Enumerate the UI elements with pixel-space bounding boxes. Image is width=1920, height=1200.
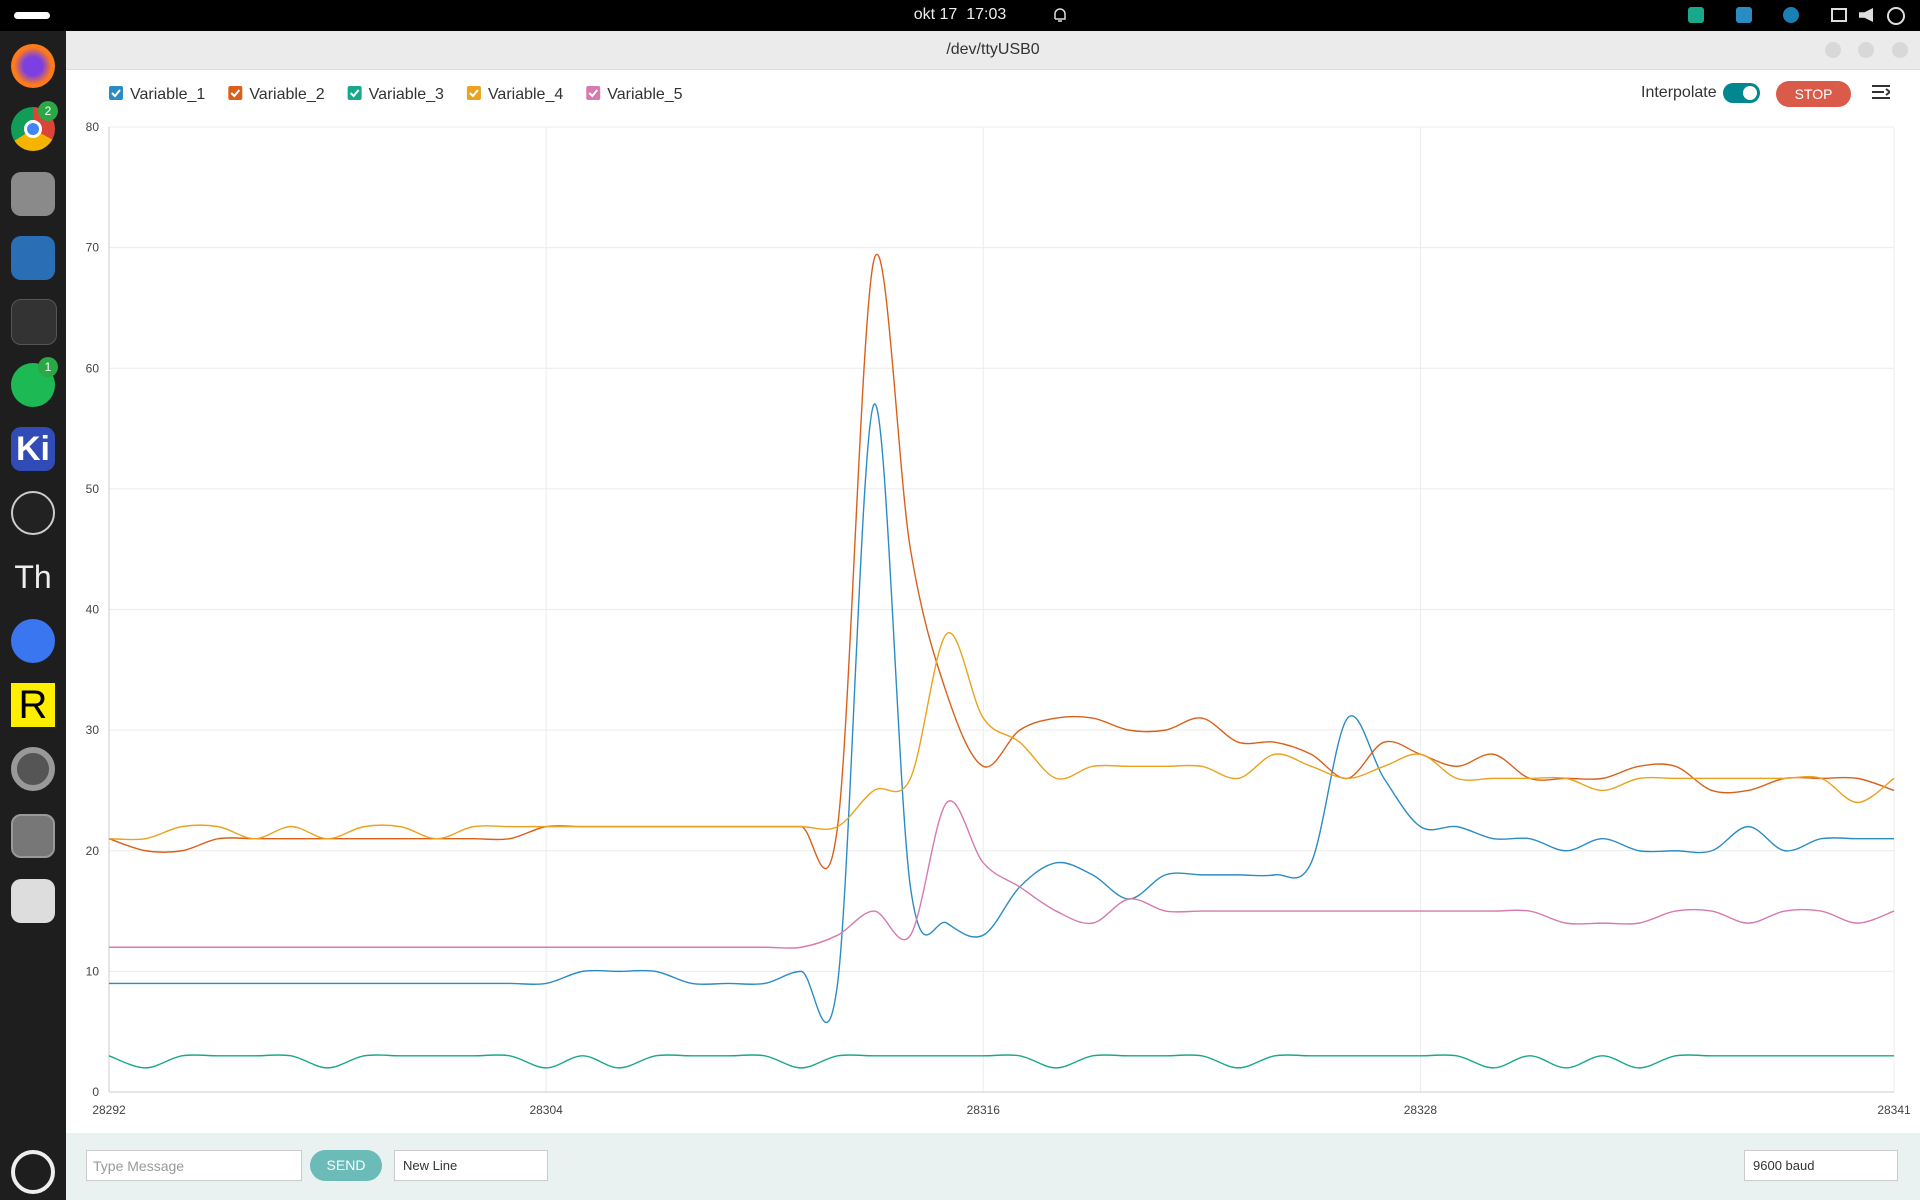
y-tick-label: 20 (86, 844, 100, 858)
legend-checkbox[interactable] (586, 86, 601, 100)
window: /dev/ttyUSB0 Interpolate STOP 0 10 20 30 40 5… (66, 31, 1920, 1200)
legend-check (469, 89, 479, 98)
x-tick-label: 28292 (92, 1103, 126, 1117)
y-tick-label: 60 (86, 361, 100, 375)
spotify-icon[interactable]: 1 (11, 357, 58, 407)
writer-icon[interactable] (11, 236, 55, 280)
tray-icon[interactable] (1783, 7, 1799, 23)
series-line (108, 1054, 1894, 1069)
legend-check (349, 89, 360, 98)
legend-label: Variable_5 (607, 86, 682, 103)
message-input[interactable]: Type Message (86, 1150, 302, 1181)
obs-icon[interactable] (11, 491, 55, 535)
x-tick-label: 28304 (529, 1103, 563, 1117)
legend-label: Variable_1 (130, 86, 205, 103)
line-ending-select[interactable]: New Line (394, 1150, 548, 1181)
legend-label: Variable_3 (369, 86, 444, 103)
interpolate-label: Interpolate (1641, 84, 1717, 101)
legend-label: Variable_4 (488, 86, 563, 103)
y-tick-label: 50 (86, 482, 100, 496)
minimize-button[interactable] (1825, 42, 1841, 58)
legend-check (111, 89, 121, 98)
bell-icon[interactable] (1052, 6, 1068, 24)
badge: 2 (38, 101, 58, 121)
y-tick-label: 70 (86, 241, 100, 255)
baud-select[interactable]: 9600 baud (1744, 1150, 1898, 1181)
y-tick-label: 40 (86, 603, 100, 617)
maximize-button[interactable] (1858, 42, 1874, 58)
chart: 0 10 20 30 40 50 60 70 80 28292 28304 28316 28328 283… (86, 86, 1911, 1117)
kicad-icon[interactable]: Ki (11, 427, 55, 471)
interpolate-toggle[interactable] (1723, 83, 1760, 103)
title-bar: /dev/ttyUSB0 (66, 31, 1920, 70)
speaker-icon[interactable] (11, 747, 55, 791)
clock[interactable]: okt 17 17:03 (913, 6, 1007, 23)
activities[interactable] (14, 12, 50, 19)
legend-check (588, 89, 599, 98)
apps-icon[interactable] (11, 1150, 55, 1194)
close-button[interactable] (1892, 42, 1908, 58)
network-icon[interactable] (1831, 8, 1847, 22)
signal-icon[interactable] (11, 619, 55, 663)
y-tick-label: 0 (92, 1085, 99, 1099)
series-line (109, 800, 1895, 949)
legend-checkbox[interactable] (228, 86, 243, 100)
terminal-icon[interactable] (11, 299, 57, 345)
trash-icon[interactable] (11, 879, 55, 923)
send-button[interactable]: SEND (310, 1150, 382, 1181)
series-line (108, 632, 1895, 841)
window-title: /dev/ttyUSB0 (946, 41, 1040, 58)
chrome-icon[interactable]: 2 (11, 101, 58, 151)
y-tick-label: 80 (86, 120, 100, 134)
series-line (108, 253, 1895, 870)
x-tick-label: 28341 (1877, 1103, 1911, 1117)
menu-icon[interactable] (1872, 84, 1890, 100)
tray-icon[interactable] (1688, 7, 1704, 23)
legend-checkbox[interactable] (466, 86, 481, 100)
y-tick-label: 10 (86, 964, 100, 978)
volume-icon[interactable] (1859, 8, 1873, 22)
thonny-icon[interactable]: Th (14, 559, 52, 595)
tray-icon[interactable] (1736, 7, 1752, 23)
top-bar: okt 17 17:03 (0, 0, 1920, 31)
bottom-bar: Type Message SEND New Line 9600 baud (66, 1133, 1920, 1200)
dock: 2 1 Ki Th R (0, 31, 66, 1200)
badge: 1 (38, 357, 58, 377)
x-tick-label: 28316 (967, 1103, 1001, 1117)
power-icon[interactable] (1887, 7, 1905, 25)
legend-check (230, 89, 241, 98)
series-line (109, 403, 1894, 1024)
legend-label: Variable_2 (249, 86, 324, 103)
firefox-icon[interactable] (11, 44, 55, 88)
files-icon[interactable] (11, 172, 55, 216)
legend-checkbox[interactable] (347, 86, 362, 100)
r-icon[interactable]: R (11, 683, 55, 727)
legend-checkbox[interactable] (109, 86, 123, 100)
y-tick-label: 30 (86, 723, 100, 737)
stop-button[interactable]: STOP (1776, 81, 1851, 107)
settings-icon[interactable] (11, 814, 55, 858)
x-tick-label: 28328 (1404, 1103, 1438, 1117)
